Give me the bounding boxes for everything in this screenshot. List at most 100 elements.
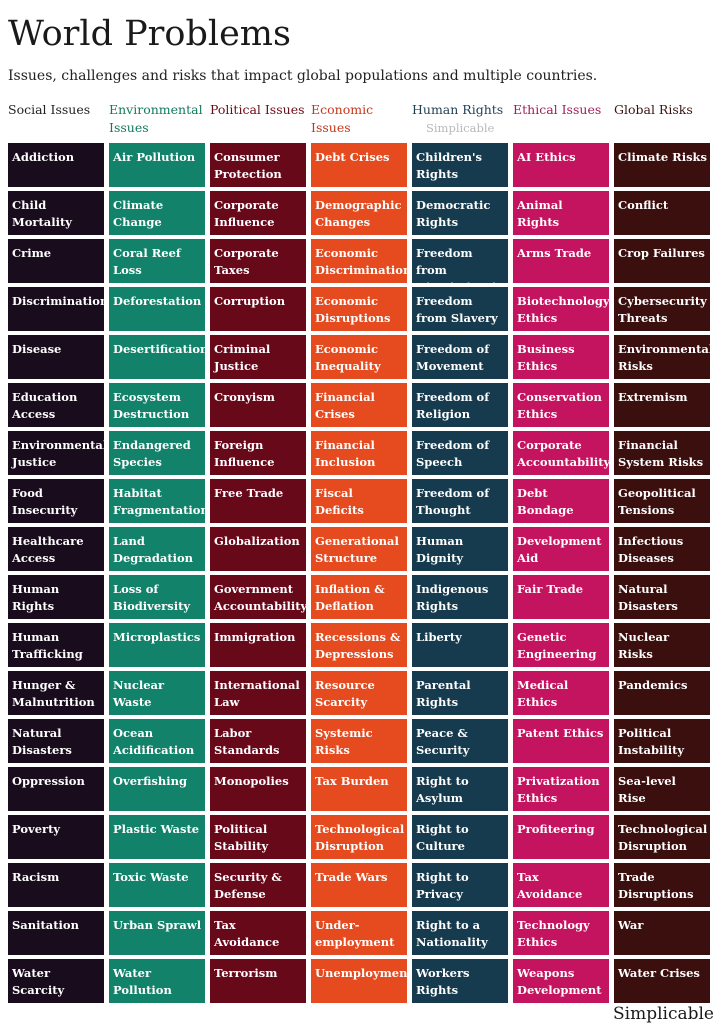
issue-cell: Under-employment [311,911,407,955]
issue-cell: Criminal Justice [210,335,306,379]
issue-cell: Indigenous Rights [412,575,508,619]
issue-cell: Right to Privacy [412,863,508,907]
issue-cell: Coral Reef Loss [109,239,205,283]
issue-cell: Trade Wars [311,863,407,907]
brand-label: Simplicable [613,1004,714,1024]
issue-cell: Financial Crises [311,383,407,427]
column-header-global-risks: Global Risks [614,101,710,119]
issue-cell: Urban Sprawl [109,911,205,955]
issue-cell: Business Ethics [513,335,609,379]
issue-cell: Air Pollution [109,143,205,187]
issue-cell: Peace & Security [412,719,508,763]
issue-cell: Extremism [614,383,710,427]
issue-cell: Conflict [614,191,710,235]
issue-cell: Human Dignity [412,527,508,571]
issue-cell: Water Pollution [109,959,205,1003]
column-header-economic-issues: Economic Issues [311,101,407,137]
page-title: World Problems [8,14,291,54]
issue-cell: Profiteering [513,815,609,859]
column-human-rights: Children's Rights Democratic Rights Freedo… [412,143,508,1007]
issue-cell: Hunger & Malnutrition [8,671,104,715]
issue-cell: AI Ethics [513,143,609,187]
column-political-issues: Consumer Protection Corporate Influence Co… [210,143,306,1007]
issue-cell: Right to a Nationality [412,911,508,955]
issue-cell: Corporate Accountability [513,431,609,475]
issue-cell: Monopolies [210,767,306,811]
column-global-risks: Climate Risks Conflict Crop Failures Cybers… [614,143,710,1007]
issue-cell: Sanitation [8,911,104,955]
issue-cell: Financial Inclusion [311,431,407,475]
issue-cell: Consumer Protection [210,143,306,187]
issue-cell: Corporate Influence [210,191,306,235]
issue-cell: Water Scarcity [8,959,104,1003]
column-header-label: Environmental Issues [109,102,203,135]
issue-cell: Crime [8,239,104,283]
issue-cell: Animal Rights [513,191,609,235]
issue-cell: Right to Culture [412,815,508,859]
issue-cell: Plastic Waste [109,815,205,859]
column-headers: Social Issues Environmental Issues Politic… [8,101,712,139]
issue-cell: Foreign Influence [210,431,306,475]
issue-cell: Disease [8,335,104,379]
issue-cell: Trade Disruptions [614,863,710,907]
issue-cell: Generational Structure [311,527,407,571]
issue-cell: Environmental Justice [8,431,104,475]
issue-cell: Overfishing [109,767,205,811]
issue-cell: Climate Risks [614,143,710,187]
issue-cell: Freedom from Discrimination [412,239,508,283]
issues-grid: Addiction Child Mortality Crime Discriminat… [8,143,712,1007]
column-header-environmental-issues: Environmental Issues [109,101,205,137]
issue-cell: Terrorism [210,959,306,1003]
issue-cell: Habitat Fragmentation [109,479,205,523]
issue-cell: Economic Disruptions [311,287,407,331]
issue-cell: Free Trade [210,479,306,523]
issue-cell: Freedom of Movement [412,335,508,379]
issue-cell: Loss of Biodiversity [109,575,205,619]
issue-cell: Immigration [210,623,306,667]
issue-cell: Recessions & Depressions [311,623,407,667]
issue-cell: Democratic Rights [412,191,508,235]
issue-cell: Biotechnology Ethics [513,287,609,331]
column-header-human-rights: Human Rights Simplicable [412,101,508,137]
issue-cell: Fair Trade [513,575,609,619]
issue-cell: Nuclear Risks [614,623,710,667]
column-header-label: Ethical Issues [513,102,602,117]
issue-cell: Poverty [8,815,104,859]
issue-cell: Globalization [210,527,306,571]
issue-cell: Healthcare Access [8,527,104,571]
issue-cell: Corruption [210,287,306,331]
column-social-issues: Addiction Child Mortality Crime Discriminat… [8,143,104,1007]
column-environmental-issues: Air Pollution Climate Change Coral Reef Lo… [109,143,205,1007]
issue-cell: Endangered Species [109,431,205,475]
issue-cell: Fiscal Deficits [311,479,407,523]
column-header-label: Economic Issues [311,102,374,135]
issue-cell: Geopolitical Tensions [614,479,710,523]
issue-cell: Technological Disruption [311,815,407,859]
issue-cell: Desertification [109,335,205,379]
column-header-label: Social Issues [8,102,91,117]
issue-cell: Economic Inequality [311,335,407,379]
column-header-political-issues: Political Issues [210,101,306,119]
issue-cell: Deforestation [109,287,205,331]
issue-cell: Development Aid [513,527,609,571]
issue-cell: Racism [8,863,104,907]
issue-cell: Liberty [412,623,508,667]
issue-cell: Right to Asylum [412,767,508,811]
issue-cell: Labor Standards [210,719,306,763]
issue-cell: Sea-level Rise [614,767,710,811]
issue-cell: Political Instability [614,719,710,763]
issue-cell: Crop Failures [614,239,710,283]
issue-cell: Economic Discrimination [311,239,407,283]
issue-cell: Addiction [8,143,104,187]
column-header-label: Political Issues [210,102,305,117]
issue-cell: Genetic Engineering [513,623,609,667]
issue-cell: International Law [210,671,306,715]
issue-cell: Unemployment [311,959,407,1003]
issue-cell: Corporate Taxes [210,239,306,283]
issue-cell: Children's Rights [412,143,508,187]
column-economic-issues: Debt Crises Demographic Changes Economic D… [311,143,407,1007]
issue-cell: Debt Crises [311,143,407,187]
issue-cell: Parental Rights [412,671,508,715]
issue-cell: Financial System Risks [614,431,710,475]
column-ethical-issues: AI Ethics Animal Rights Arms Trade Biotechn… [513,143,609,1007]
